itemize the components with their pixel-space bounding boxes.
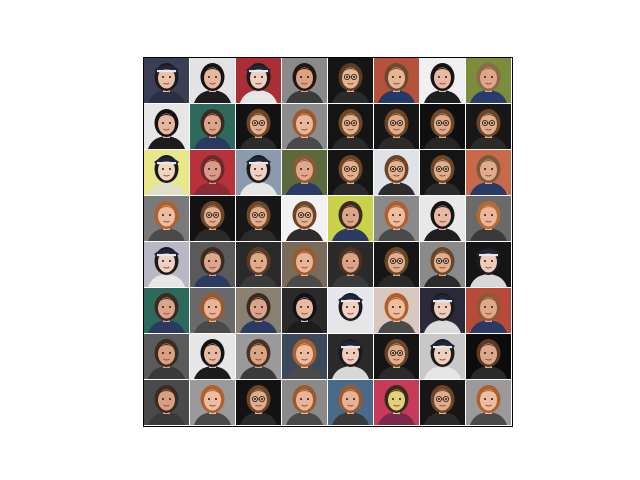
grid-frame (143, 57, 513, 427)
face-tile (236, 242, 281, 287)
face-tile (420, 150, 465, 195)
face-tile (236, 150, 281, 195)
face-tile (374, 150, 419, 195)
face-tile (466, 380, 511, 425)
face-tile (374, 380, 419, 425)
face-tile (190, 242, 235, 287)
face-tile (466, 58, 511, 103)
face-tile (420, 104, 465, 149)
face-tile (466, 334, 511, 379)
face-tile (282, 196, 327, 241)
face-tile (190, 104, 235, 149)
face-tile (374, 288, 419, 333)
face-tile (190, 196, 235, 241)
face-tile (190, 334, 235, 379)
face-tile (144, 58, 189, 103)
face-tile (420, 334, 465, 379)
face-tile (144, 288, 189, 333)
face-tile (328, 288, 373, 333)
face-tile (190, 288, 235, 333)
face-tile (420, 196, 465, 241)
face-tile (144, 104, 189, 149)
face-tile (190, 380, 235, 425)
face-tile (374, 334, 419, 379)
face-tile (374, 242, 419, 287)
face-tile (420, 380, 465, 425)
face-tile (420, 242, 465, 287)
face-tile (466, 104, 511, 149)
face-tile (236, 334, 281, 379)
face-tile (144, 150, 189, 195)
face-tile (420, 288, 465, 333)
face-tile (144, 196, 189, 241)
face-tile (466, 196, 511, 241)
face-tile (190, 58, 235, 103)
face-tile (466, 150, 511, 195)
face-tile (374, 104, 419, 149)
face-sample-grid (143, 57, 513, 427)
face-tile (328, 104, 373, 149)
face-tile (374, 196, 419, 241)
face-tile (328, 58, 373, 103)
face-tile (282, 58, 327, 103)
face-tile (282, 380, 327, 425)
face-tile (282, 104, 327, 149)
face-tile (466, 288, 511, 333)
face-tile (466, 242, 511, 287)
face-tile (328, 380, 373, 425)
face-tile (144, 380, 189, 425)
face-tile (282, 150, 327, 195)
face-tile (374, 58, 419, 103)
face-tile (420, 58, 465, 103)
face-tile (328, 196, 373, 241)
face-tile (236, 288, 281, 333)
face-tile (190, 150, 235, 195)
face-tile (236, 196, 281, 241)
face-tile (282, 334, 327, 379)
face-tile (236, 104, 281, 149)
face-tile (282, 288, 327, 333)
face-tile (282, 242, 327, 287)
face-tile (236, 58, 281, 103)
face-tile (144, 242, 189, 287)
face-tile (328, 334, 373, 379)
face-tile (144, 334, 189, 379)
face-tile (328, 242, 373, 287)
face-tile (236, 380, 281, 425)
face-tile (328, 150, 373, 195)
